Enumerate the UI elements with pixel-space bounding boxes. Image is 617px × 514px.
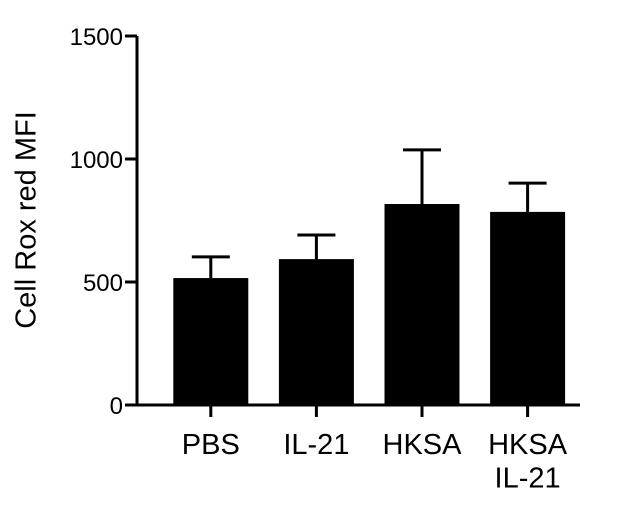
bar — [384, 204, 460, 405]
y-tick-label: 500 — [83, 270, 123, 297]
x-tick-label: HKSA IL-21 — [488, 429, 568, 494]
bar — [278, 259, 354, 405]
x-tick-label: PBS — [182, 429, 240, 461]
bar — [490, 211, 566, 405]
y-tick-label: 0 — [110, 393, 123, 420]
y-axis-label: Cell Rox red MFI — [11, 111, 43, 329]
x-tick-label: IL-21 — [283, 429, 349, 461]
y-tick-label: 1000 — [70, 147, 123, 174]
bar — [173, 278, 249, 405]
x-tick-label: HKSA — [383, 429, 463, 461]
y-tick-label: 1500 — [70, 24, 123, 51]
